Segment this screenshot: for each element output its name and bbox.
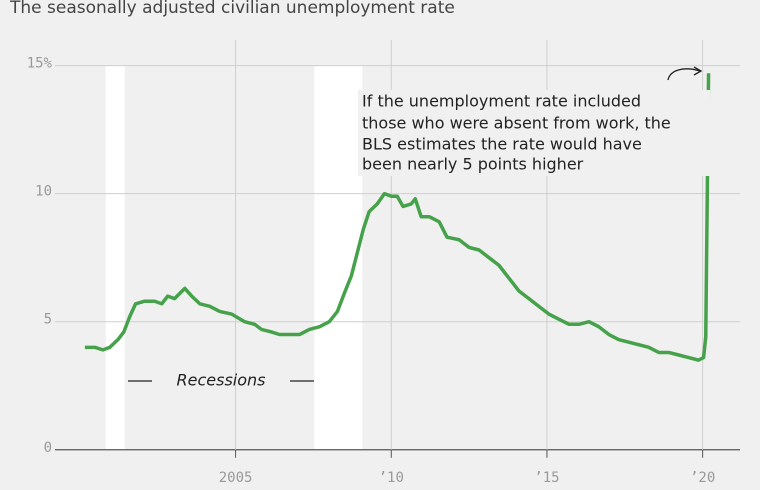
annotation: If the unemployment rate included bbox=[362, 92, 641, 111]
x-tick-label: 2005 bbox=[219, 470, 253, 486]
y-tick-label: 10 bbox=[35, 184, 52, 200]
annotation: been nearly 5 points higher bbox=[362, 155, 584, 174]
mark-layer bbox=[84, 73, 711, 362]
annotation: those who were absent from work, the bbox=[362, 114, 671, 133]
y-tick-label: 5 bbox=[44, 312, 52, 328]
recession-band bbox=[105, 65, 125, 450]
legend-label: Recessions bbox=[177, 371, 266, 390]
y-tick-label: 15% bbox=[27, 56, 53, 72]
grid-layer: 0 5 10 15% 2005 ’10 ’15 ’20 bbox=[27, 40, 740, 486]
annotation-box bbox=[358, 90, 710, 176]
arrow-head bbox=[693, 66, 703, 76]
recession-layer bbox=[105, 65, 363, 450]
x-tick-label: ’10 bbox=[379, 470, 404, 486]
annotation: BLS estimates the rate would have bbox=[362, 135, 642, 154]
x-tick-label: ’15 bbox=[534, 470, 559, 486]
chart-title: The seasonally adjusted civilian unemplo… bbox=[9, 0, 455, 18]
annotation-arrow bbox=[667, 68, 701, 81]
data-line bbox=[84, 73, 711, 362]
x-tick-label: ’20 bbox=[690, 470, 715, 486]
y-tick-label: 0 bbox=[44, 440, 52, 456]
